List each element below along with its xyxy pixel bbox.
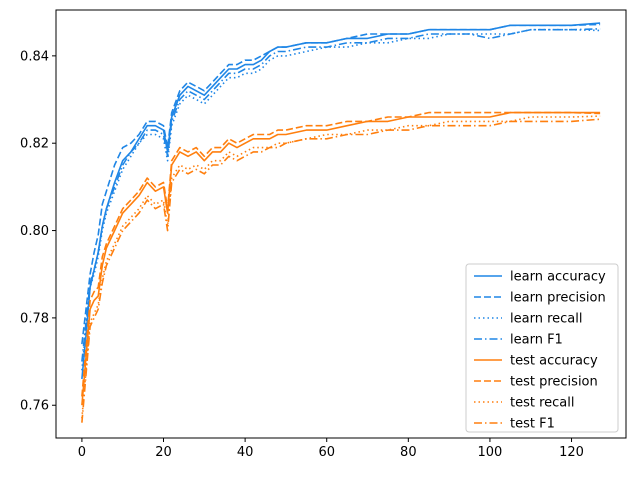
series-line-test-precision [81,111,601,397]
y-tick-label: 0.78 [20,311,49,326]
y-tick-label: 0.84 [20,49,49,64]
series-line-test-f1 [81,118,601,423]
legend-label: learn precision [510,291,606,306]
legend-label: test recall [510,396,575,411]
y-axis: 0.76 0.78 0.80 0.82 0.84 [20,49,56,414]
legend-label: learn recall [510,312,582,327]
x-tick-label: 120 [559,445,584,460]
legend-label: learn F1 [510,333,563,348]
legend-label: test accuracy [510,354,598,369]
legend-box [465,263,619,433]
y-tick-label: 0.80 [20,224,49,239]
y-tick-label: 0.82 [20,137,49,152]
x-tick-label: 40 [237,445,254,460]
axes-frame [55,9,627,439]
legend-label: test precision [510,375,598,390]
y-tick-label: 0.76 [20,399,49,414]
x-tick-label: 0 [78,445,86,460]
legend-label: learn accuracy [510,270,606,285]
x-tick-label: 80 [400,445,417,460]
x-tick-label: 20 [155,445,172,460]
series-line-learn-f1 [81,28,601,362]
x-tick-label: 100 [478,445,503,460]
series-line-learn-precision [81,23,601,345]
series-line-test-accuracy [81,111,601,406]
series-line-test-recall [81,115,601,419]
legend: learn accuracy learn precision learn recal… [465,263,619,433]
x-tick-label: 60 [318,445,335,460]
x-axis: 0 20 40 60 80 100 120 [78,438,584,460]
legend-label: test F1 [510,417,555,432]
